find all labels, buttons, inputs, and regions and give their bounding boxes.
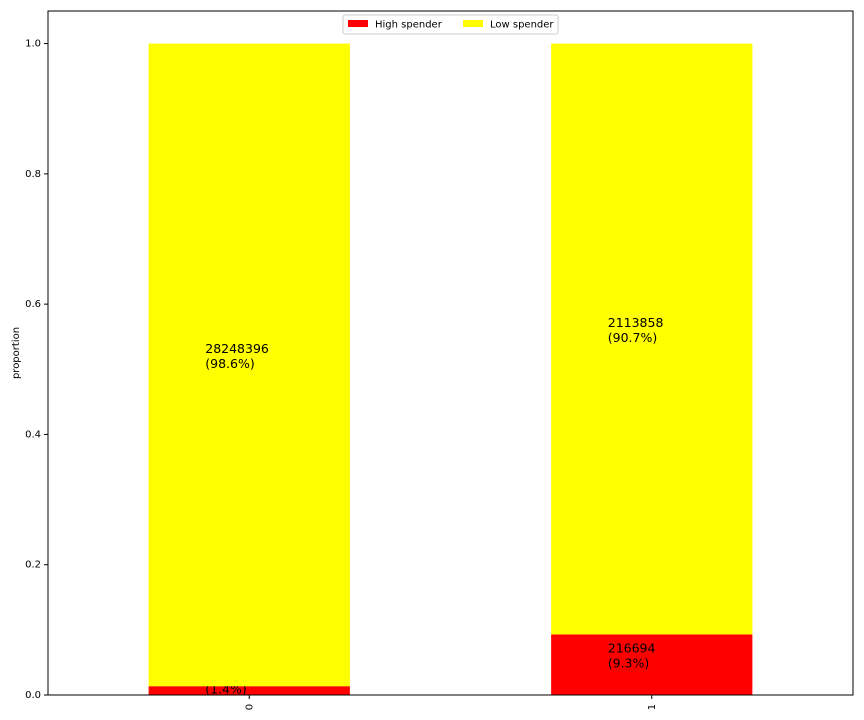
data-label-percent: (9.3%) [608,655,650,670]
bar-segment [148,43,350,687]
data-label: 2113858 (90.7%) [608,314,664,344]
y-tick-label: 0.2 [25,560,41,571]
data-label-percent: (90.7%) [608,329,657,344]
legend-box [342,14,559,35]
x-tick-label: 0 [244,704,255,710]
y-tick-label: 1.0 [25,39,41,50]
data-label-count: 216694 [608,640,656,655]
data-label: 216694 (9.3%) [608,640,656,670]
y-tick-label: 0.0 [25,690,41,701]
bar-segment [551,634,753,695]
data-label: 28248396 (98.6%) [205,340,269,370]
axes-frame [47,10,854,696]
bar-segment [551,43,753,635]
data-label-count: 2113858 [608,314,664,329]
legend-swatch [463,20,483,27]
x-tick-label: 1 [647,704,658,710]
y-axis-label: proportion [11,327,22,379]
data-label-percent: (98.6%) [205,355,254,370]
y-tick-label: 0.8 [25,169,41,180]
legend-label: High spender [375,20,443,31]
legend-label: Low spender [490,20,554,31]
y-tick-label: 0.4 [25,429,41,440]
data-label-count: 28248396 [205,340,269,355]
y-tick-label: 0.6 [25,299,41,310]
bar-segment [148,686,350,695]
legend: High spender Low spender [342,14,559,35]
legend-swatch [348,20,368,27]
